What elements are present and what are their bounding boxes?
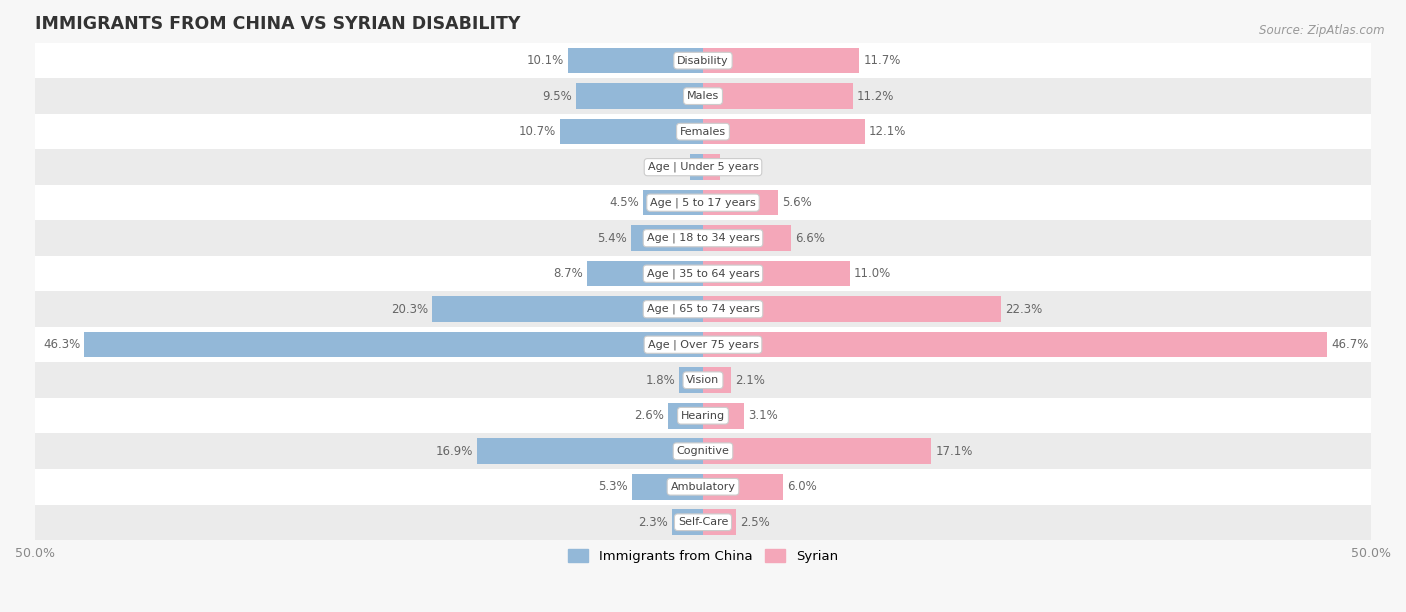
Bar bbox=[35, 291, 1371, 327]
Bar bbox=[35, 149, 1371, 185]
Bar bbox=[703, 509, 737, 535]
Bar bbox=[35, 327, 1371, 362]
Text: 6.0%: 6.0% bbox=[787, 480, 817, 493]
Bar bbox=[432, 296, 703, 322]
Text: Vision: Vision bbox=[686, 375, 720, 385]
Bar bbox=[703, 438, 931, 464]
Bar bbox=[703, 332, 1327, 357]
Bar bbox=[679, 367, 703, 393]
Text: Self-Care: Self-Care bbox=[678, 517, 728, 528]
Bar bbox=[703, 261, 851, 286]
Bar bbox=[35, 78, 1371, 114]
Text: 46.7%: 46.7% bbox=[1331, 338, 1368, 351]
Bar bbox=[35, 398, 1371, 433]
Text: 2.3%: 2.3% bbox=[638, 516, 668, 529]
Text: Age | 35 to 64 years: Age | 35 to 64 years bbox=[647, 269, 759, 279]
Text: 20.3%: 20.3% bbox=[391, 303, 427, 316]
Bar bbox=[35, 362, 1371, 398]
Text: 9.5%: 9.5% bbox=[543, 89, 572, 103]
Text: IMMIGRANTS FROM CHINA VS SYRIAN DISABILITY: IMMIGRANTS FROM CHINA VS SYRIAN DISABILI… bbox=[35, 15, 520, 33]
Text: 4.5%: 4.5% bbox=[609, 196, 638, 209]
Bar bbox=[35, 114, 1371, 149]
Bar bbox=[35, 43, 1371, 78]
Bar bbox=[35, 220, 1371, 256]
Bar bbox=[568, 48, 703, 73]
Bar bbox=[643, 190, 703, 215]
Bar bbox=[703, 296, 1001, 322]
Text: Age | Over 75 years: Age | Over 75 years bbox=[648, 340, 758, 350]
Bar bbox=[703, 474, 783, 499]
Text: 5.4%: 5.4% bbox=[598, 232, 627, 245]
Text: 22.3%: 22.3% bbox=[1005, 303, 1042, 316]
Bar bbox=[576, 83, 703, 109]
Text: 8.7%: 8.7% bbox=[553, 267, 582, 280]
Text: 6.6%: 6.6% bbox=[796, 232, 825, 245]
Bar bbox=[35, 185, 1371, 220]
Bar bbox=[703, 83, 852, 109]
Bar bbox=[35, 469, 1371, 504]
Text: Age | 65 to 74 years: Age | 65 to 74 years bbox=[647, 304, 759, 315]
Bar bbox=[84, 332, 703, 357]
Text: 5.6%: 5.6% bbox=[782, 196, 811, 209]
Text: Disability: Disability bbox=[678, 56, 728, 65]
Bar bbox=[672, 509, 703, 535]
Bar bbox=[631, 225, 703, 251]
Bar bbox=[35, 433, 1371, 469]
Bar bbox=[35, 504, 1371, 540]
Bar bbox=[35, 256, 1371, 291]
Text: Age | 18 to 34 years: Age | 18 to 34 years bbox=[647, 233, 759, 244]
Bar bbox=[633, 474, 703, 499]
Bar bbox=[703, 403, 744, 428]
Text: Males: Males bbox=[688, 91, 718, 101]
Text: Source: ZipAtlas.com: Source: ZipAtlas.com bbox=[1260, 24, 1385, 37]
Bar bbox=[703, 154, 720, 180]
Text: Age | Under 5 years: Age | Under 5 years bbox=[648, 162, 758, 173]
Bar bbox=[668, 403, 703, 428]
Text: 11.2%: 11.2% bbox=[856, 89, 894, 103]
Bar bbox=[690, 154, 703, 180]
Text: 3.1%: 3.1% bbox=[748, 409, 778, 422]
Text: 5.3%: 5.3% bbox=[599, 480, 628, 493]
Text: Ambulatory: Ambulatory bbox=[671, 482, 735, 492]
Text: 2.6%: 2.6% bbox=[634, 409, 664, 422]
Text: 10.7%: 10.7% bbox=[519, 125, 555, 138]
Bar bbox=[586, 261, 703, 286]
Text: 11.0%: 11.0% bbox=[853, 267, 891, 280]
Bar bbox=[703, 367, 731, 393]
Bar bbox=[703, 190, 778, 215]
Text: 2.5%: 2.5% bbox=[741, 516, 770, 529]
Text: 12.1%: 12.1% bbox=[869, 125, 905, 138]
Text: 1.3%: 1.3% bbox=[724, 161, 754, 174]
Text: 1.8%: 1.8% bbox=[645, 374, 675, 387]
Text: 2.1%: 2.1% bbox=[735, 374, 765, 387]
Bar bbox=[477, 438, 703, 464]
Text: Females: Females bbox=[681, 127, 725, 136]
Legend: Immigrants from China, Syrian: Immigrants from China, Syrian bbox=[562, 543, 844, 568]
Bar bbox=[703, 119, 865, 144]
Text: Age | 5 to 17 years: Age | 5 to 17 years bbox=[650, 198, 756, 208]
Text: Hearing: Hearing bbox=[681, 411, 725, 420]
Text: 17.1%: 17.1% bbox=[935, 445, 973, 458]
Text: 10.1%: 10.1% bbox=[527, 54, 564, 67]
Text: 46.3%: 46.3% bbox=[44, 338, 80, 351]
Text: 0.96%: 0.96% bbox=[650, 161, 686, 174]
Text: 11.7%: 11.7% bbox=[863, 54, 901, 67]
Bar bbox=[703, 48, 859, 73]
Text: 16.9%: 16.9% bbox=[436, 445, 474, 458]
Text: Cognitive: Cognitive bbox=[676, 446, 730, 456]
Bar bbox=[560, 119, 703, 144]
Bar bbox=[703, 225, 792, 251]
